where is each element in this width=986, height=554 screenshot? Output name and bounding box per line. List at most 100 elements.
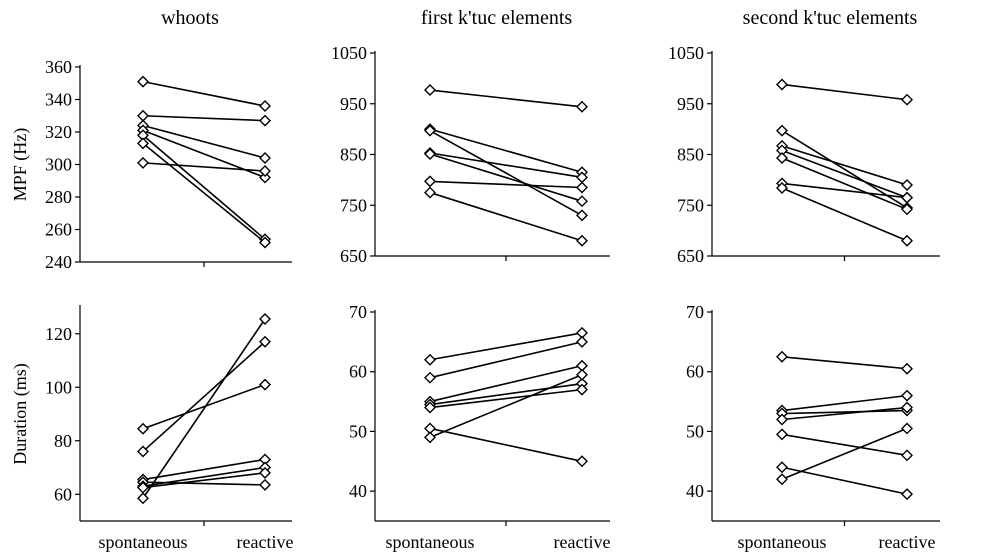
data-point <box>137 156 149 169</box>
series <box>776 124 913 214</box>
data-point <box>424 124 436 137</box>
series-line <box>429 373 583 439</box>
y-tick-label: 280 <box>45 187 72 207</box>
data-point <box>137 445 149 458</box>
series-line <box>781 149 908 199</box>
data-point <box>576 383 588 396</box>
data-point <box>901 93 913 106</box>
data-point <box>137 137 149 150</box>
series <box>776 404 913 420</box>
data-point <box>424 371 436 384</box>
data-point <box>776 182 788 194</box>
series-line <box>142 162 266 172</box>
series-line <box>429 388 583 409</box>
series-line <box>781 83 908 101</box>
data-point <box>424 431 436 444</box>
y-tick-label: 40 <box>686 481 704 501</box>
series <box>776 428 913 462</box>
series <box>424 359 588 408</box>
series-line <box>142 142 266 244</box>
series <box>424 383 588 414</box>
data-point <box>901 362 913 375</box>
panel-3: 650 750 850 950 1050 second k'tuc elements <box>668 7 940 266</box>
y-tick-label: 50 <box>349 421 367 441</box>
y-tick-label: 100 <box>45 377 72 397</box>
data-point <box>424 175 436 188</box>
x-tick-label: spontaneous <box>99 532 188 552</box>
series-line <box>142 341 266 453</box>
data-point <box>259 466 271 479</box>
data-point <box>901 234 913 247</box>
y-tick-label: 260 <box>45 220 72 240</box>
data-point <box>259 152 271 164</box>
series <box>776 389 913 417</box>
series <box>137 109 271 127</box>
data-point <box>259 100 271 112</box>
y-tick-label: 950 <box>340 94 367 114</box>
series-line <box>429 152 583 179</box>
data-point <box>424 401 436 414</box>
series-line <box>781 355 908 370</box>
panel-6: 40 50 60 70 spontaneous reactive <box>686 302 940 552</box>
series-line <box>429 427 583 463</box>
data-point <box>576 100 588 113</box>
series-line <box>781 187 908 242</box>
series <box>137 75 271 112</box>
series <box>776 422 913 486</box>
y-tick-label: 60 <box>686 362 704 382</box>
y-tick-label: 120 <box>45 324 72 344</box>
series-line <box>429 382 583 406</box>
data-point <box>424 353 436 366</box>
panel-title: first k'tuc elements <box>421 7 573 29</box>
y-tick-label: 950 <box>677 94 704 114</box>
x-tick-label: reactive <box>879 532 936 552</box>
series-line <box>142 134 266 240</box>
series <box>776 152 913 216</box>
series-line <box>781 182 908 199</box>
data-point <box>137 75 149 88</box>
series <box>776 461 913 501</box>
data-point <box>137 109 149 122</box>
y-axis-label: Duration (ms) <box>10 363 31 464</box>
series-line <box>142 318 266 499</box>
series-line <box>429 153 583 202</box>
series-line <box>429 191 583 242</box>
series-line <box>142 472 266 489</box>
y-tick-label: 650 <box>677 246 704 266</box>
series <box>776 78 913 106</box>
x-tick-label: reactive <box>237 532 294 552</box>
series-line <box>429 180 583 189</box>
panel-title: whoots <box>161 7 219 29</box>
series <box>137 335 271 458</box>
data-point <box>424 84 436 97</box>
data-point <box>259 478 271 491</box>
panel-5: 40 50 60 70 spontaneous reactive <box>349 302 610 552</box>
y-tick-label: 360 <box>45 57 72 77</box>
y-tick-label: 750 <box>677 195 704 215</box>
x-tick-label: spontaneous <box>386 532 475 552</box>
series <box>137 156 271 177</box>
data-point <box>576 209 588 222</box>
y-tick-label: 40 <box>349 481 367 501</box>
series <box>424 335 588 384</box>
data-point <box>576 181 588 194</box>
series-line <box>142 383 266 430</box>
series <box>424 186 588 247</box>
data-point <box>776 413 788 426</box>
y-axis-label: MPF (Hz) <box>10 128 31 202</box>
series-line <box>781 433 908 457</box>
y-tick-label: 1050 <box>668 43 704 63</box>
data-point <box>776 78 788 91</box>
y-tick-label: 320 <box>45 122 72 142</box>
series <box>137 378 271 435</box>
series-line <box>142 466 266 488</box>
data-point <box>776 473 788 486</box>
y-tick-label: 300 <box>45 155 72 175</box>
series <box>776 401 913 426</box>
series <box>776 139 913 191</box>
data-point <box>776 350 788 363</box>
y-tick-label: 1050 <box>331 43 367 63</box>
series-line <box>781 157 908 211</box>
series-line <box>781 145 908 186</box>
